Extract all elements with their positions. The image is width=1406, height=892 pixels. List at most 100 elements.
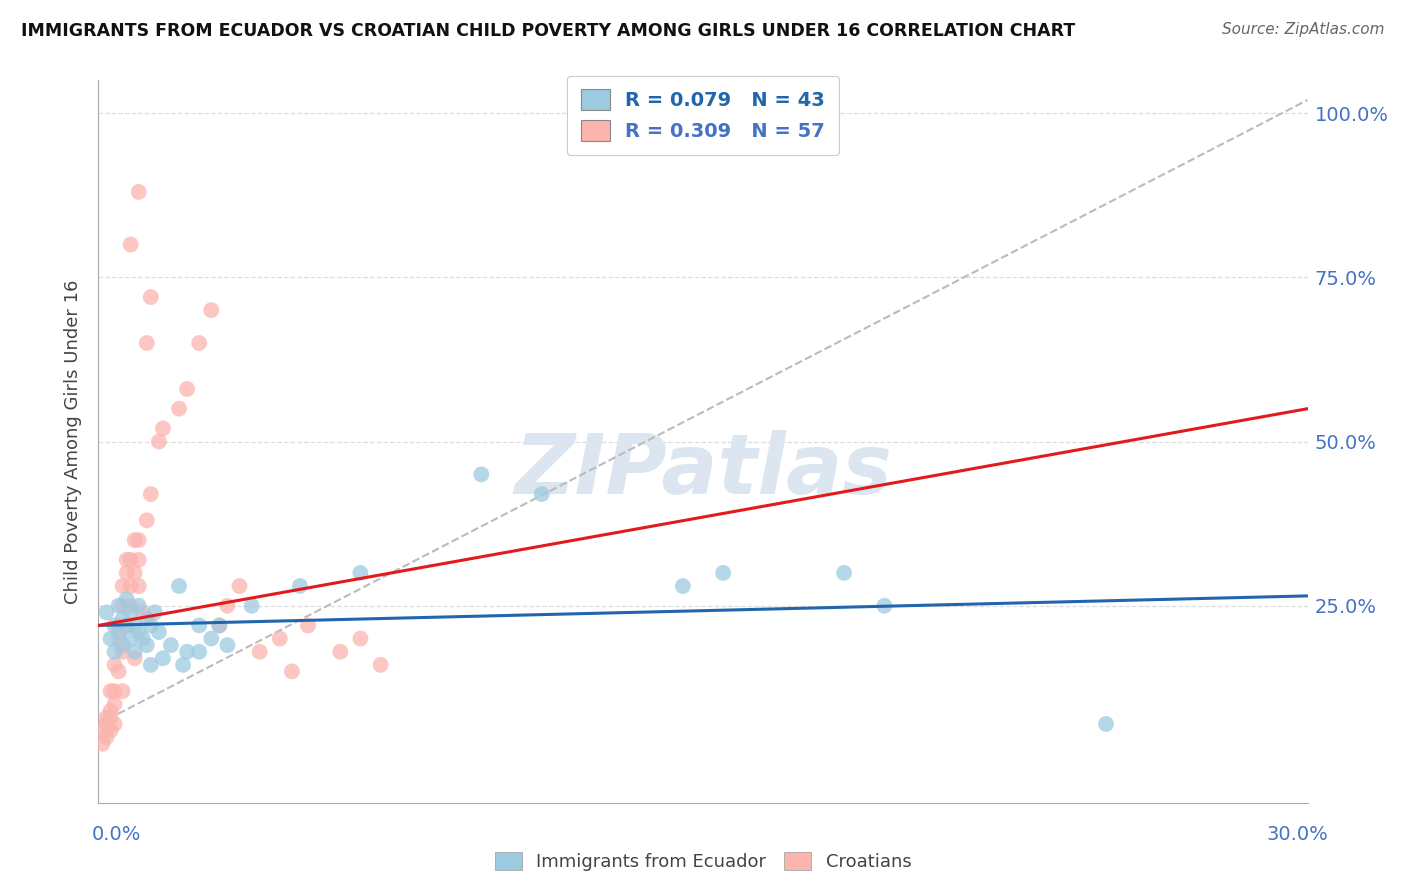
Point xyxy=(107,618,129,632)
Point xyxy=(217,599,239,613)
Point xyxy=(188,645,211,659)
Point xyxy=(281,665,304,679)
Point xyxy=(100,723,122,738)
Point xyxy=(128,533,150,547)
Point xyxy=(167,579,190,593)
Point xyxy=(132,605,155,619)
Point xyxy=(115,618,138,632)
Point xyxy=(124,618,146,632)
Point xyxy=(139,657,162,672)
Point xyxy=(115,618,138,632)
Point xyxy=(100,684,122,698)
Point xyxy=(135,513,157,527)
Point xyxy=(128,553,150,567)
Point xyxy=(143,605,166,619)
Text: 0.0%: 0.0% xyxy=(91,825,141,844)
Text: ZIPatlas: ZIPatlas xyxy=(515,430,891,511)
Point xyxy=(135,612,157,626)
Point xyxy=(120,632,142,646)
Point xyxy=(91,723,114,738)
Point xyxy=(208,618,231,632)
Point xyxy=(152,421,174,435)
Point xyxy=(111,638,134,652)
Text: 30.0%: 30.0% xyxy=(1267,825,1329,844)
Point xyxy=(111,579,134,593)
Point xyxy=(139,618,162,632)
Point xyxy=(107,599,129,613)
Point xyxy=(167,401,190,416)
Text: Source: ZipAtlas.com: Source: ZipAtlas.com xyxy=(1222,22,1385,37)
Point xyxy=(96,730,118,744)
Point xyxy=(188,336,211,351)
Point xyxy=(228,579,250,593)
Point xyxy=(329,645,352,659)
Legend: R = 0.079   N = 43, R = 0.309   N = 57: R = 0.079 N = 43, R = 0.309 N = 57 xyxy=(567,76,839,155)
Point xyxy=(96,710,118,724)
Point xyxy=(107,625,129,640)
Point xyxy=(128,185,150,199)
Point xyxy=(172,657,194,672)
Point xyxy=(148,434,170,449)
Point xyxy=(103,684,125,698)
Point xyxy=(91,737,114,751)
Point xyxy=(124,645,146,659)
Point xyxy=(128,579,150,593)
Point xyxy=(349,566,371,580)
Point xyxy=(135,638,157,652)
Point xyxy=(120,579,142,593)
Point xyxy=(176,382,198,396)
Point xyxy=(530,487,553,501)
Point xyxy=(120,553,142,567)
Point xyxy=(1095,717,1118,731)
Point xyxy=(124,651,146,665)
Point xyxy=(111,684,134,698)
Point xyxy=(208,618,231,632)
Point xyxy=(269,632,291,646)
Point xyxy=(111,645,134,659)
Point xyxy=(107,632,129,646)
Point xyxy=(103,618,125,632)
Point xyxy=(111,612,134,626)
Legend: Immigrants from Ecuador, Croatians: Immigrants from Ecuador, Croatians xyxy=(488,845,918,879)
Point xyxy=(103,717,125,731)
Point xyxy=(832,566,855,580)
Point xyxy=(115,553,138,567)
Point xyxy=(188,618,211,632)
Point xyxy=(370,657,392,672)
Y-axis label: Child Poverty Among Girls Under 16: Child Poverty Among Girls Under 16 xyxy=(63,279,82,604)
Point xyxy=(470,467,492,482)
Point xyxy=(107,665,129,679)
Point xyxy=(672,579,695,593)
Point xyxy=(217,638,239,652)
Point xyxy=(120,599,142,613)
Point xyxy=(103,698,125,712)
Text: IMMIGRANTS FROM ECUADOR VS CROATIAN CHILD POVERTY AMONG GIRLS UNDER 16 CORRELATI: IMMIGRANTS FROM ECUADOR VS CROATIAN CHIL… xyxy=(21,22,1076,40)
Point xyxy=(103,657,125,672)
Point xyxy=(103,645,125,659)
Point xyxy=(139,290,162,304)
Point xyxy=(111,599,134,613)
Point xyxy=(711,566,734,580)
Point xyxy=(148,625,170,640)
Point xyxy=(873,599,896,613)
Point xyxy=(124,566,146,580)
Point xyxy=(176,645,198,659)
Point xyxy=(115,566,138,580)
Point xyxy=(132,632,155,646)
Point xyxy=(139,487,162,501)
Point xyxy=(128,599,150,613)
Point xyxy=(349,632,371,646)
Point xyxy=(200,303,222,318)
Point xyxy=(120,237,142,252)
Point xyxy=(128,625,150,640)
Point xyxy=(200,632,222,646)
Point xyxy=(96,717,118,731)
Point xyxy=(240,599,263,613)
Point xyxy=(288,579,311,593)
Point xyxy=(297,618,319,632)
Point xyxy=(249,645,271,659)
Point xyxy=(100,704,122,718)
Point xyxy=(135,336,157,351)
Point xyxy=(96,605,118,619)
Point xyxy=(100,632,122,646)
